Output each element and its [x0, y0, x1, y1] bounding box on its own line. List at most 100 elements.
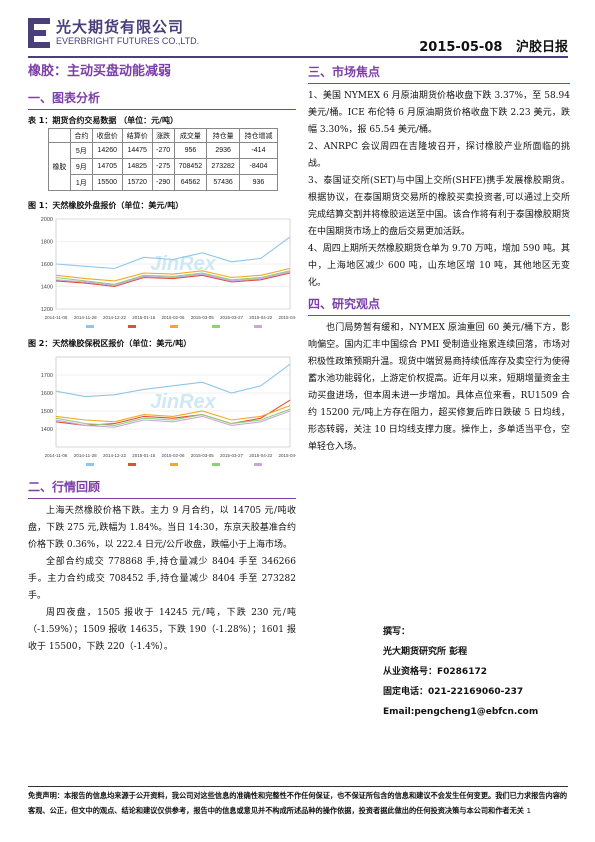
table-cell: 15500 — [91, 174, 123, 191]
table-header-cell — [48, 128, 71, 143]
table-cell: 14705 — [91, 158, 123, 175]
right-column: 三、市场焦点 1、美国 NYMEX 6 月原油期货价格收盘下跌 3.37%，至 … — [308, 62, 570, 456]
author-contact: 撰写： 光大期货研究所 彭程 从业资格号：F0286172 固定电话：021-2… — [383, 622, 573, 722]
legend-swatch — [170, 325, 178, 328]
series-line — [55, 270, 291, 285]
table-header-cell: 持仓增减 — [238, 128, 279, 143]
series-line — [55, 236, 291, 270]
section-research-view: 四、研究观点 — [308, 297, 381, 311]
y-tick-label: 1700 — [41, 373, 53, 379]
table-cell: 708452 — [173, 158, 208, 175]
y-tick-label: 1200 — [41, 307, 53, 313]
disclaimer: 免责声明：本报告的信息均来源于公开资料，我公司对这些信息的准确性和完整性不作任何… — [28, 788, 568, 818]
contact-title: 撰写： — [383, 627, 411, 637]
x-tick-label: 2014-11-06 — [45, 315, 68, 320]
x-tick-label: 2015-03-27 — [220, 453, 244, 458]
table-header-row: 合约 收盘价 结算价 涨跌 成交量 持仓量 持仓增减 — [48, 128, 279, 143]
futures-contract-table: 合约 收盘价 结算价 涨跌 成交量 持仓量 持仓增减 橡胶 5月 14260 1… — [48, 128, 279, 191]
table-cell: 64562 — [173, 174, 208, 191]
chart1-caption: 图 1：天然橡胶外盘报价（单位：美元/吨） — [28, 201, 184, 210]
table-cell: 14260 — [91, 142, 123, 159]
legend-swatch — [128, 325, 136, 328]
review-paragraph: 周四夜盘，1505 报收于 14245 元/吨，下跌 230 元/吨（-1.59… — [28, 608, 296, 652]
table-header-cell: 持仓量 — [206, 128, 240, 143]
legend-swatch — [212, 463, 220, 466]
table-header-cell: 成交量 — [173, 128, 208, 143]
chart2-svg: 1700 1600 1500 1400 2014-11-06 2014-11-28 2014… — [41, 356, 296, 466]
legend-swatch — [128, 463, 136, 466]
table-cell: 15720 — [121, 174, 153, 191]
contact-phone: 固定电话：021-22169060-237 — [383, 687, 524, 697]
table-group-label: 橡胶 — [48, 142, 71, 191]
series-line — [55, 410, 291, 428]
left-column: 橡胶：主动买盘动能减弱 一、图表分析 表 1：期货合约交易数据 （单位：元/吨）… — [28, 62, 296, 656]
x-tick-label: 2015-04-22 — [249, 453, 273, 458]
review-paragraph: 全部合约成交 778868 手,持仓量减少 8404 手至 346266 手。主… — [28, 557, 296, 601]
report-name: 沪胶日报 — [515, 40, 568, 55]
x-tick-label: 2015-03-05 — [191, 315, 215, 320]
series-line — [55, 272, 291, 288]
table-cell: 956 — [173, 142, 208, 159]
x-tick-label: 2015-01-15 — [132, 453, 156, 458]
table-cell: -414 — [238, 142, 279, 159]
contact-email[interactable]: Email:pengcheng1@ebfcn.com — [383, 707, 539, 717]
legend-swatch — [212, 325, 220, 328]
focus-item: 1、美国 NYMEX 6 月原油期货价格收盘下跌 3.37%，至 58.94 美… — [308, 91, 570, 135]
report-date: 2015-05-08 — [419, 40, 503, 55]
x-tick-label: 2014-12-22 — [103, 315, 127, 320]
legend-swatch — [254, 325, 262, 328]
footer-divider — [28, 786, 568, 787]
table-cell: 936 — [238, 174, 279, 191]
table-row: 9月 14705 14825 -275 708452 273282 -8404 — [49, 158, 279, 175]
table-cell: -275 — [151, 158, 175, 175]
section-market-focus: 三、市场焦点 — [308, 65, 381, 79]
main-title: 橡胶：主动买盘动能减弱 — [28, 64, 172, 79]
series-line — [55, 399, 291, 426]
x-tick-label: 2014-12-22 — [103, 453, 127, 458]
table-row: 1月 15500 15720 -290 64562 57436 936 — [49, 174, 279, 191]
section-market-review: 二、行情回顾 — [28, 480, 101, 494]
table-header-cell: 合约 — [69, 128, 93, 143]
y-tick-label: 2000 — [41, 217, 53, 223]
x-tick-label: 2015-04-27 — [278, 315, 296, 320]
table1-caption: 表 1：期货合约交易数据 （单位：元/吨） — [28, 116, 179, 125]
table-cell: 14825 — [121, 158, 153, 175]
x-tick-label: 2015-04-27 — [278, 453, 296, 458]
company-name-en: EVERBRIGHT FUTURES CO.,LTD. — [56, 36, 200, 46]
table-row: 橡胶 5月 14260 14475 -270 956 2936 -414 — [48, 142, 279, 191]
table-cell: 5月 — [69, 142, 93, 159]
table-cell: -8404 — [238, 158, 279, 175]
view-paragraph: 也门局势暂有缓和，NYMEX 原油重回 60 美元/桶下方，影响偏空。国内汇丰中… — [308, 323, 570, 452]
table-cell: 9月 — [69, 158, 93, 175]
contact-license: 从业资格号：F0286172 — [383, 667, 487, 677]
focus-item: 2、ANRPC 会议周四在吉隆坡召开，探讨橡胶产业所面临的挑战。 — [308, 142, 570, 169]
x-tick-label: 2014-11-28 — [74, 315, 97, 320]
company-name-cn: 光大期货有限公司 — [56, 18, 185, 36]
section-divider — [28, 109, 296, 110]
section-chart-analysis: 一、图表分析 — [28, 91, 101, 105]
y-tick-label: 1500 — [41, 409, 53, 415]
y-tick-label: 1400 — [41, 285, 53, 291]
x-tick-label: 2015-03-05 — [191, 453, 215, 458]
table-cell: -270 — [151, 142, 175, 159]
section-divider — [28, 498, 296, 499]
section-divider — [308, 83, 570, 84]
table-cell: -290 — [151, 174, 175, 191]
table-cell: 1月 — [69, 174, 93, 191]
chart2-bonded-rubber-price: 1700 1600 1500 1400 2014-11-06 2014-11-28 2014… — [28, 351, 296, 471]
series-line — [55, 408, 291, 426]
x-tick-label: 2014-11-28 — [74, 453, 97, 458]
legend-swatch — [170, 463, 178, 466]
page-number: 1 — [526, 806, 532, 815]
table-cell: 273282 — [206, 158, 240, 175]
table-header-cell: 收盘价 — [91, 128, 123, 143]
legend-swatch — [254, 463, 262, 466]
plot-area — [55, 356, 291, 448]
x-tick-label: 2015-02-06 — [161, 315, 185, 320]
chart2-caption: 图 2：天然橡胶保税区报价（单位：美元/吨） — [28, 339, 192, 348]
legend-swatch — [86, 325, 94, 328]
table-header-cell: 涨跌 — [151, 128, 175, 143]
x-tick-label: 2014-11-06 — [45, 453, 68, 458]
series-line — [55, 267, 291, 282]
x-tick-label: 2015-04-22 — [249, 315, 273, 320]
